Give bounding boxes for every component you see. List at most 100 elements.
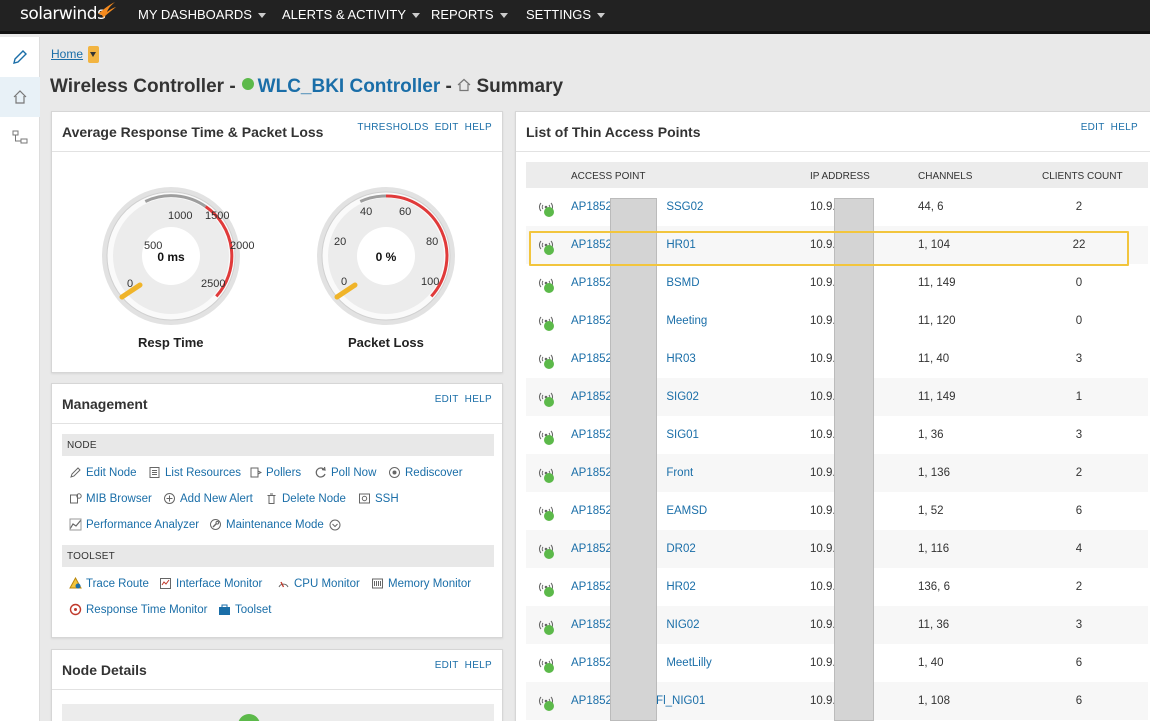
table-row[interactable]: AP1852_ SSG02 10.9. 44, 6 2 [526, 188, 1148, 226]
gauge-tick: 80 [426, 236, 439, 248]
poll-now-button[interactable]: Poll Now [314, 466, 376, 479]
panel-links: EDIT HELP [429, 660, 492, 671]
trash-icon [267, 493, 276, 504]
top-nav-bar: solarwinds MY DASHBOARDS ALERTS & ACTIVI… [0, 0, 1150, 34]
channels-cell: 1, 108 [918, 695, 950, 707]
panel-title: Node Details [62, 662, 147, 678]
chevron-down-circle-icon [329, 519, 341, 530]
toolset-button[interactable]: Toolset [218, 603, 271, 616]
access-point-link[interactable]: AP1852_ MeetLilly [571, 657, 712, 669]
edit-link[interactable]: EDIT [1080, 122, 1105, 133]
access-point-link[interactable]: AP1852_ HR03 [571, 353, 696, 365]
channels-cell: 11, 149 [918, 391, 956, 403]
breadcrumb-dropdown-button[interactable] [88, 46, 99, 63]
table-row[interactable]: AP1852_ MeetLilly 10.9. 1, 40 6 [526, 644, 1148, 682]
access-point-link[interactable]: AP1852_ Front [571, 467, 694, 479]
gauge-tick: 2500 [201, 278, 226, 290]
help-link[interactable]: HELP [1110, 122, 1138, 133]
clients-count-cell: 1 [1075, 391, 1083, 403]
gauge-tick: 60 [399, 206, 412, 218]
clients-count-cell: 0 [1075, 315, 1083, 327]
access-point-up-icon [539, 620, 554, 635]
help-link[interactable]: HELP [464, 394, 492, 405]
access-point-up-icon [539, 430, 554, 445]
ssh-terminal-icon [359, 493, 370, 504]
col-access-point[interactable]: ACCESS POINT [571, 171, 646, 182]
table-header: ACCESS POINT IP ADDRESS CHANNELS CLIENTS… [526, 162, 1148, 188]
panel-title: List of Thin Access Points [526, 124, 701, 140]
nav-reports[interactable]: REPORTS [431, 7, 508, 22]
memory-monitor-button[interactable]: Memory Monitor [371, 577, 471, 590]
performance-analyzer-button[interactable]: Performance Analyzer [69, 518, 199, 531]
clients-count-cell: 6 [1075, 505, 1083, 517]
access-point-link[interactable]: AP1852_ BSMD [571, 277, 700, 289]
edit-link[interactable]: EDIT [434, 660, 459, 671]
access-point-link[interactable]: AP1852_ EAMSD [571, 505, 708, 517]
nav-settings[interactable]: SETTINGS [526, 7, 606, 22]
home-rail-button[interactable] [0, 77, 40, 117]
ip-address-cell: 10.9. [810, 429, 836, 441]
access-point-up-icon [539, 468, 554, 483]
node-name-link[interactable]: WLC_BKI Controller [257, 76, 441, 97]
col-ip-address[interactable]: IP ADDRESS [810, 171, 870, 182]
table-row[interactable]: AP1852_ HR02 10.9. 136, 6 2 [526, 568, 1148, 606]
table-row[interactable]: AP1852_ BSMD 10.9. 11, 149 0 [526, 264, 1148, 302]
channels-cell: 1, 40 [918, 657, 944, 669]
edit-link[interactable]: EDIT [434, 394, 459, 405]
maintenance-mode-button[interactable]: Maintenance Mode [209, 518, 341, 531]
solarwinds-logo[interactable]: solarwinds [20, 4, 106, 24]
ip-address-cell: 10.9. [810, 619, 836, 631]
access-point-link[interactable]: AP1852_ DR02 [571, 543, 696, 555]
edit-pencil-button[interactable] [0, 37, 40, 77]
hierarchy-icon [12, 130, 28, 144]
table-row[interactable]: AP1852_ HR03 10.9. 11, 40 3 [526, 340, 1148, 378]
refresh-icon [315, 466, 326, 478]
title-prefix: Wireless Controller - [50, 76, 236, 97]
nav-alerts-activity[interactable]: ALERTS & ACTIVITY [282, 7, 421, 22]
col-clients-count[interactable]: CLIENTS COUNT [1042, 171, 1123, 182]
add-new-alert-button[interactable]: Add New Alert [163, 492, 253, 505]
channels-cell: 136, 6 [918, 581, 950, 593]
hierarchy-rail-button[interactable] [0, 117, 40, 157]
access-point-link[interactable]: AP1852_ HR02 [571, 581, 696, 593]
channels-cell: 1, 104 [918, 239, 950, 251]
access-point-link[interactable]: AP1852_ Meeting [571, 315, 708, 327]
rediscover-button[interactable]: Rediscover [388, 466, 463, 479]
response-time-monitor-icon [69, 603, 82, 616]
edit-node-button[interactable]: Edit Node [69, 466, 137, 479]
help-link[interactable]: HELP [464, 122, 492, 133]
access-point-link[interactable]: AP1852_ SIG02 [571, 391, 699, 403]
clients-count-cell: 2 [1075, 201, 1083, 213]
access-point-link[interactable]: AP1852_ HR01 [571, 239, 696, 251]
access-point-link[interactable]: AP1852_ NIG02 [571, 619, 700, 631]
table-row[interactable]: AP1852_ Meeting 10.9. 11, 120 0 [526, 302, 1148, 340]
access-point-up-icon [539, 392, 554, 407]
thresholds-link[interactable]: THRESHOLDS [357, 122, 429, 133]
ssh-button[interactable]: SSH [358, 492, 399, 505]
trace-route-button[interactable]: Trace Route [69, 577, 149, 590]
access-point-link[interactable]: AP1852_ SSG02 [571, 201, 704, 213]
memory-monitor-icon [372, 578, 383, 589]
access-point-up-icon [539, 582, 554, 597]
pollers-icon [250, 467, 262, 478]
nav-my-dashboards[interactable]: MY DASHBOARDS [138, 7, 266, 22]
cpu-monitor-button[interactable]: CPU Monitor [277, 577, 360, 590]
access-point-link[interactable]: AP1852_ SIG01 [571, 429, 699, 441]
help-link[interactable]: HELP [464, 660, 492, 671]
mib-browser-button[interactable]: MIB Browser [69, 492, 152, 505]
col-channels[interactable]: CHANNELS [918, 171, 973, 182]
interface-monitor-button[interactable]: Interface Monitor [159, 577, 262, 590]
ip-address-cell: 10.9. [810, 391, 836, 403]
title-separator: - [445, 76, 452, 97]
chevron-down-icon [257, 13, 266, 19]
gauge-tick: 0 [127, 278, 134, 290]
list-resources-button[interactable]: List Resources [148, 466, 241, 479]
delete-node-button[interactable]: Delete Node [265, 492, 346, 505]
breadcrumb-home-link[interactable]: Home [51, 47, 84, 61]
table-row[interactable]: AP1852_ EAMSD 10.9. 1, 52 6 [526, 492, 1148, 530]
response-time-monitor-button[interactable]: Response Time Monitor [69, 603, 207, 616]
status-up-icon [241, 78, 254, 90]
pollers-button[interactable]: Pollers [249, 466, 301, 479]
table-row[interactable]: AP1852_ SIG01 10.9. 1, 36 3 [526, 416, 1148, 454]
edit-link[interactable]: EDIT [434, 122, 459, 133]
